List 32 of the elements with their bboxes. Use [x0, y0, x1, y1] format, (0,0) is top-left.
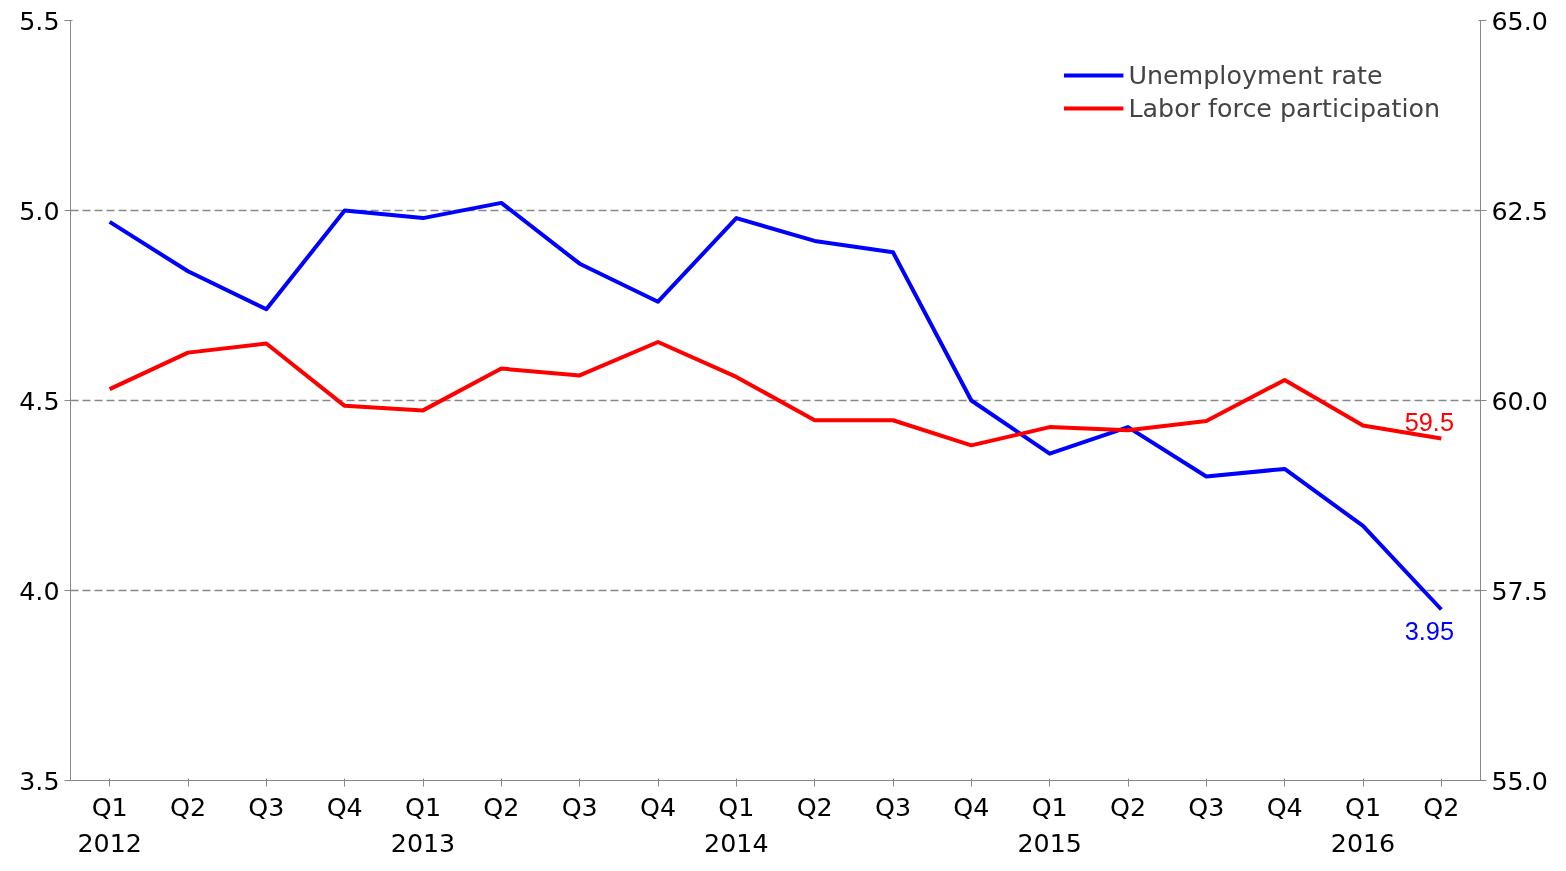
x-tick-label: Q1 2016	[1330, 791, 1396, 858]
y2-tick-label: 60.0	[1491, 385, 1548, 416]
y2-tick-label: 57.5	[1491, 575, 1548, 606]
y-tick-label: 5.5	[19, 5, 60, 36]
x-tick-label: Q1 2015	[1017, 791, 1082, 858]
x-tick-label: Q1 2014	[704, 791, 769, 858]
y-tick-label: 4.0	[19, 575, 60, 606]
y2-tick-label: 55.0	[1491, 765, 1548, 796]
x-tick-label: Q4	[639, 791, 677, 822]
x-tick-label: Q2	[796, 791, 833, 822]
x-tick-label: Q4	[1266, 791, 1303, 822]
x-tick-label: Q2	[1109, 791, 1147, 822]
data-label: 59.5	[1404, 407, 1454, 436]
y2-tick-label: 62.5	[1491, 195, 1548, 226]
data-label: 3.95	[1404, 616, 1454, 645]
x-tick-label: Q3	[248, 791, 285, 822]
x-tick-label: Q3	[561, 791, 598, 822]
x-tick-label: Q3	[874, 791, 912, 822]
x-tick-label: Q4	[326, 791, 363, 822]
x-tick-label: Q3	[1188, 791, 1225, 822]
y-tick-label: 3.5	[19, 765, 60, 796]
y-tick-label: 5.0	[19, 195, 60, 226]
y2-tick-label: 65.0	[1491, 5, 1548, 36]
x-tick-label: Q1 2012	[77, 791, 142, 858]
x-tick-label: Q2	[483, 791, 520, 822]
y-tick-label: 4.5	[19, 385, 60, 416]
x-tick-label: Q2	[1423, 791, 1460, 822]
x-tick-label: Q2	[169, 791, 207, 822]
x-tick-label: Q4	[953, 791, 990, 822]
x-tick-label: Q1 2013	[390, 791, 456, 858]
legend-label: Labor force participation	[1128, 93, 1440, 123]
legend-label: Unemployment rate	[1128, 60, 1383, 90]
